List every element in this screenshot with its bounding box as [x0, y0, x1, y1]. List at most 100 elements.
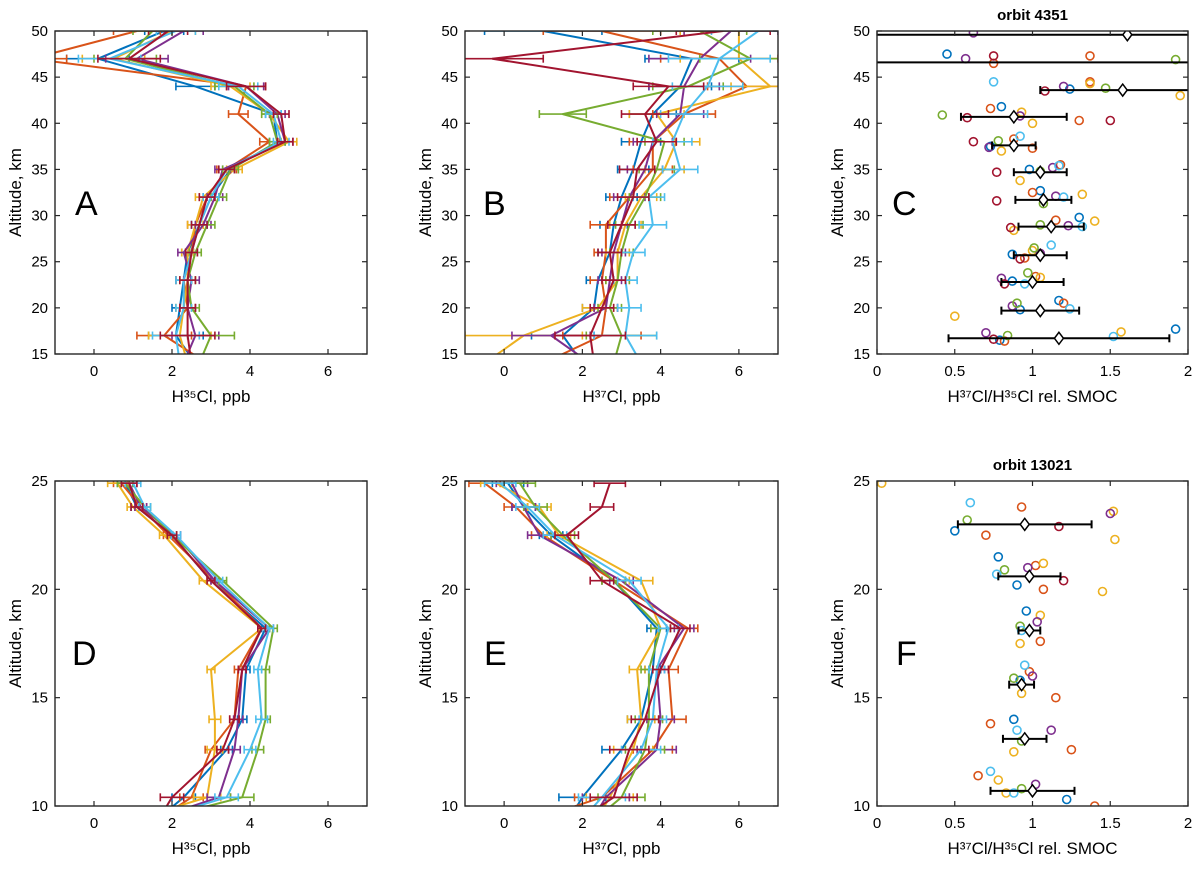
error-bar: [198, 193, 216, 202]
panel-letter: F: [896, 635, 917, 673]
series-line: [128, 482, 271, 806]
x-tick-label: 2: [578, 363, 586, 380]
profile-series-6: [483, 481, 680, 806]
x-tick-label: 6: [735, 363, 743, 380]
error-bar: [620, 110, 670, 119]
mean-marker: [1016, 677, 1028, 692]
series-line: [116, 482, 263, 806]
data-point: [973, 770, 983, 781]
error-bar: [130, 503, 144, 511]
error-bar: [237, 665, 247, 674]
mean-error-bar: [877, 61, 1188, 64]
y-tick-label: 20: [853, 581, 870, 598]
data-point: [988, 51, 999, 61]
x-axis-label: H³⁵Cl, ppb: [172, 839, 251, 858]
data-point: [1019, 660, 1030, 671]
data-point: [1038, 584, 1049, 595]
axes-frame: [876, 30, 1189, 355]
error-bar: [669, 624, 691, 633]
series-line: [124, 482, 275, 806]
data-point: [1074, 115, 1084, 126]
data-point: [1100, 83, 1111, 93]
error-bar: [651, 31, 748, 35]
x-axis-label: H³⁷Cl/H³⁵Cl rel. SMOC: [948, 387, 1118, 406]
data-point: [1089, 216, 1100, 226]
series-line: [128, 482, 263, 806]
x-tick-label: 4: [656, 815, 664, 832]
y-tick-label: 40: [31, 115, 48, 132]
data-point: [1012, 298, 1022, 309]
data-point: [1170, 324, 1181, 334]
data-point: [993, 775, 1004, 785]
mean-marker: [1023, 569, 1035, 584]
y-axis-label: Altitude, km: [416, 148, 435, 237]
y-tick-label: 25: [853, 254, 870, 271]
data-point: [996, 146, 1007, 156]
y-tick-label: 10: [441, 798, 458, 815]
x-tick-label: 0: [500, 363, 508, 380]
data-point: [1029, 243, 1039, 253]
y-axis-label: Altitude, km: [6, 599, 25, 688]
data-point: [1023, 267, 1033, 278]
data-point: [1085, 78, 1095, 89]
error-bar: [225, 82, 267, 91]
data-point: [1024, 164, 1035, 175]
error-bar: [616, 303, 642, 312]
mean-marker: [1034, 164, 1046, 180]
profile-series-7: [554, 481, 691, 806]
x-axis-label: H³⁷Cl/H³⁵Cl rel. SMOC: [948, 839, 1118, 858]
y-tick-label: 20: [441, 581, 458, 598]
data-point: [942, 49, 952, 59]
panel-title: orbit 13021: [993, 457, 1072, 474]
error-bar: [618, 165, 656, 174]
error-bar: [253, 665, 263, 674]
mean-error-bar: [877, 33, 1188, 36]
mean-series: [877, 31, 1188, 346]
y-tick-label: 10: [31, 798, 48, 815]
mean-marker: [1008, 109, 1020, 125]
y-tick-label: 40: [853, 115, 870, 132]
panel-title: orbit 4351: [997, 7, 1068, 24]
panel-c: 0 0.5 1 1.5 2 15 20 25 30 35 40 45 50 H³⁷Cl/H³⁵Cl rel…: [828, 7, 1192, 406]
x-tick-label: 1.5: [1100, 815, 1121, 832]
data-point: [1016, 502, 1027, 512]
error-bar: [179, 303, 197, 312]
axes-frame: [876, 480, 1189, 807]
data-point: [1054, 160, 1064, 171]
error-bar: [276, 137, 294, 146]
profile-series-6: [124, 481, 275, 806]
x-axis-label: H³⁷Cl, ppb: [583, 387, 661, 406]
y-tick-label: 25: [31, 254, 48, 271]
point-series-1: [949, 525, 1072, 805]
error-bar: [601, 276, 627, 285]
y-tick-label: 20: [853, 300, 870, 317]
mean-marker: [1019, 517, 1031, 532]
data-point: [1023, 562, 1033, 573]
data-point: [1032, 616, 1042, 627]
y-tick-label: 40: [441, 115, 458, 132]
mean-marker: [1019, 731, 1031, 747]
data-point: [1085, 51, 1095, 61]
panel-b: 0 2 4 6 15 20 25 30 35 40 45 50 H³⁷Cl, ppb Altitude, …: [416, 23, 779, 406]
data-point: [985, 766, 996, 777]
error-bar: [675, 31, 771, 35]
data-point: [1035, 220, 1046, 230]
y-tick-label: 30: [31, 208, 48, 225]
series-line: [507, 482, 658, 806]
x-tick-label: 6: [324, 363, 332, 380]
plot-area: [106, 481, 279, 806]
x-tick-label: 6: [735, 815, 743, 832]
data-point: [993, 551, 1004, 562]
y-tick-label: 15: [853, 346, 870, 363]
mean-marker: [1027, 783, 1038, 799]
error-bar: [632, 82, 705, 91]
error-bar: [206, 576, 216, 585]
mean-series: [956, 517, 1093, 799]
data-point: [996, 101, 1007, 112]
data-point: [1008, 746, 1019, 757]
plot-area: [877, 31, 1188, 346]
data-point: [1030, 560, 1041, 571]
data-point: [1077, 189, 1088, 200]
axes-frame: [54, 480, 368, 807]
data-point: [988, 77, 999, 87]
